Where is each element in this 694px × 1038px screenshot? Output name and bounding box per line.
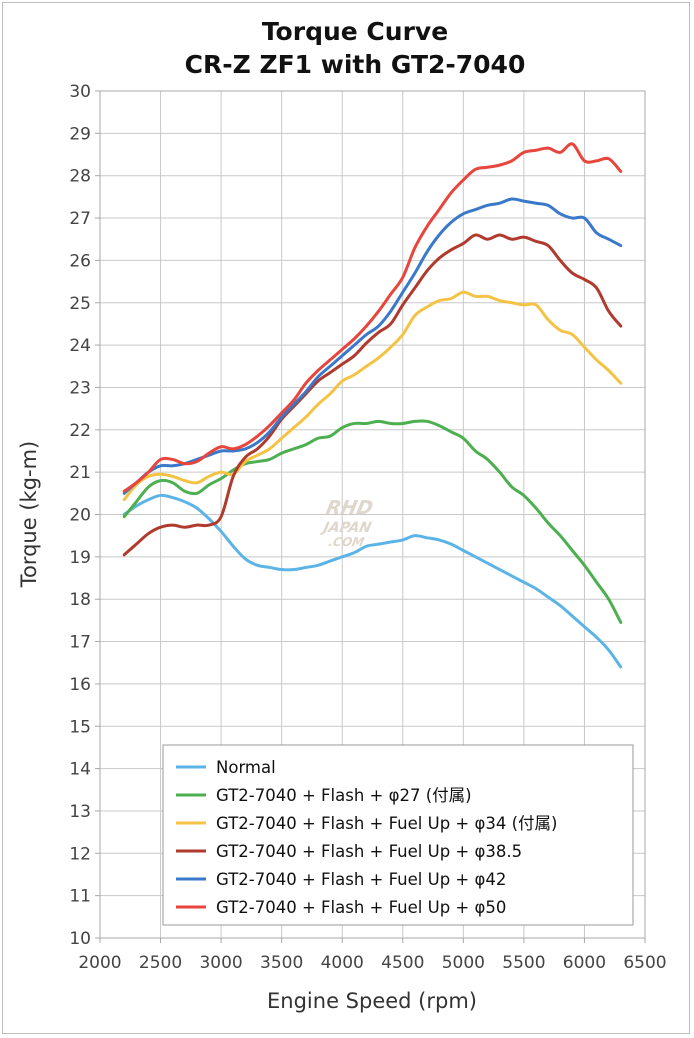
y-tick-label: 13 (69, 802, 91, 822)
x-tick-label: 4500 (381, 953, 424, 973)
x-tick-label: 5000 (442, 953, 485, 973)
y-tick-label: 27 (69, 209, 91, 229)
y-tick-label: 20 (69, 506, 91, 526)
x-tick-label: 2500 (139, 953, 182, 973)
series-lines (122, 142, 623, 669)
legend-label-4: GT2-7040 + Flash + Fuel Up + φ38.5 (216, 842, 522, 861)
y-tick-label: 24 (69, 336, 91, 356)
y-axis-ticks: 10 11 12 13 14 15 16 17 18 19 20 21 22 23 24 25 26 27 28 29… (69, 82, 100, 949)
y-axis-label: Torque (kg-m) (17, 441, 41, 589)
y-tick-label: 17 (69, 633, 91, 653)
series-line-3 (122, 290, 623, 502)
plot-area-border (99, 90, 646, 939)
y-tick-label: 18 (69, 590, 91, 610)
y-tick-label: 19 (69, 548, 91, 568)
legend-label-3: GT2-7040 + Flash + Fuel Up + φ34 (付属) (216, 814, 557, 833)
y-tick-label: 23 (69, 378, 91, 398)
y-tick-label: 25 (69, 294, 91, 314)
legend-label-6: GT2-7040 + Flash + Fuel Up + φ50 (216, 898, 506, 917)
y-tick-label: 21 (69, 463, 91, 483)
legend-label-5: GT2-7040 + Flash + Fuel Up + φ42 (216, 870, 506, 889)
watermark-line-1: RHD (324, 496, 375, 519)
series-line-6 (122, 142, 623, 493)
chart-title: Torque Curve (262, 17, 448, 46)
series-line-4 (122, 233, 623, 557)
x-tick-label: 6500 (623, 953, 666, 973)
y-tick-label: 22 (69, 421, 91, 441)
x-tick-label: 4000 (321, 953, 364, 973)
series-line-1 (122, 493, 623, 669)
legend-box (162, 744, 634, 926)
x-tick-label: 2000 (78, 953, 121, 973)
watermark-line-3: .COM (327, 535, 365, 549)
y-tick-label: 14 (69, 760, 91, 780)
y-tick-label: 11 (69, 887, 91, 907)
series-line-2 (122, 419, 623, 624)
x-tick-label: 6000 (563, 953, 606, 973)
y-tick-label: 29 (69, 124, 91, 144)
watermark-logo: RHD JAPAN .COM (319, 496, 375, 549)
x-axis-ticks: 2000 2500 3000 3500 4000 4500 5000 5500 6000 6500 (78, 938, 667, 973)
y-tick-label: 10 (69, 929, 91, 949)
y-tick-label: 15 (69, 717, 91, 737)
watermark-line-2: JAPAN (319, 520, 373, 536)
legend-label-1: Normal (216, 758, 276, 777)
x-tick-label: 3500 (260, 953, 303, 973)
x-tick-label: 5500 (502, 953, 545, 973)
legend-label-2: GT2-7040 + Flash + φ27 (付属) (216, 786, 472, 805)
y-tick-label: 30 (69, 82, 91, 102)
chart-subtitle: CR-Z ZF1 with GT2-7040 (185, 50, 526, 79)
y-tick-label: 12 (69, 844, 91, 864)
legend: Normal GT2-7040 + Flash + φ27 (付属) GT2-704… (162, 744, 634, 926)
y-tick-label: 16 (69, 675, 91, 695)
x-axis-label: Engine Speed (rpm) (267, 989, 477, 1013)
y-tick-label: 26 (69, 251, 91, 271)
x-tick-label: 3000 (199, 953, 242, 973)
y-tick-label: 28 (69, 167, 91, 187)
